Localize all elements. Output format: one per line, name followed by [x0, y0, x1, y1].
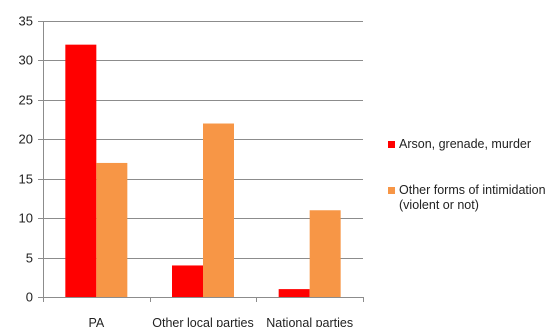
legend-label-intimidation-line1: Other forms of intimidation	[399, 183, 546, 197]
legend-swatch-red	[388, 141, 395, 148]
bar-arson	[65, 44, 97, 298]
bar-arson	[172, 265, 203, 297]
x-category-label: Other local parties	[152, 316, 253, 327]
bar-intimidation	[309, 210, 341, 297]
bar-intimidation	[96, 162, 128, 297]
y-tick-label: 10	[19, 211, 33, 226]
y-tick-label: 30	[19, 53, 33, 68]
bars	[65, 44, 341, 298]
legend-item-arson: Arson, grenade, murder	[388, 137, 531, 152]
x-category-label: National parties	[266, 316, 353, 327]
bar-arson	[278, 289, 310, 297]
legend-label-intimidation-line2: (violent or not)	[399, 198, 479, 212]
legend-item-intimidation: Other forms of intimidation (violent or …	[388, 183, 546, 213]
legend-label-intimidation: Other forms of intimidation (violent or …	[399, 183, 546, 213]
legend-swatch-orange	[388, 187, 395, 194]
axis-labels: 0 5 10 15 20 25 30 35 PA Other local parties Natio…	[19, 14, 354, 327]
y-tick-label: 35	[19, 14, 33, 29]
y-tick-label: 5	[26, 251, 33, 266]
y-tick-label: 15	[19, 172, 33, 187]
y-tick-label: 20	[19, 132, 33, 147]
axes	[38, 21, 364, 302]
y-tick-label: 0	[26, 290, 33, 305]
legend-label-arson: Arson, grenade, murder	[399, 137, 532, 151]
x-category-label: PA	[88, 316, 104, 327]
bar-intimidation	[203, 123, 234, 297]
y-tick-label: 25	[19, 93, 33, 108]
